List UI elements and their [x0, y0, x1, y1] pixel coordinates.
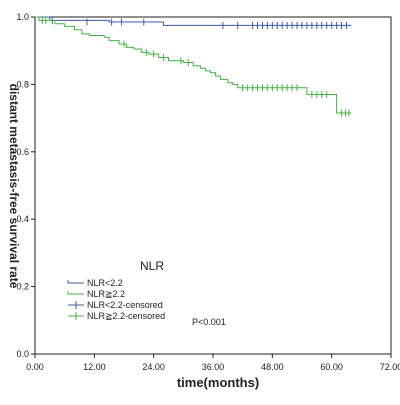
y-tick-label: 0.0 [16, 349, 29, 359]
x-tick-label: 72.00 [380, 362, 400, 372]
x-tick-label: 36.00 [202, 362, 225, 372]
legend-title: NLR [140, 259, 164, 273]
series-line-1 [35, 16, 352, 26]
x-tick-label: 24.00 [142, 362, 165, 372]
series-group [35, 16, 352, 117]
y-axis: 0.0 0.2 0.4 0.6 0.8 1.0 [16, 12, 35, 359]
y-tick-label: 0.8 [16, 79, 29, 89]
y-tick-label: 0.6 [16, 147, 29, 157]
x-tick-label: 0.00 [26, 362, 44, 372]
legend-swatch [67, 280, 84, 284]
x-tick-label: 12.00 [83, 362, 106, 372]
x-axis: 0.00 12.00 24.00 36.00 48.00 60.00 72.00 [26, 354, 400, 372]
legend-label: NLR<2.2-censored [87, 300, 163, 310]
x-tick-label: 60.00 [320, 362, 343, 372]
legend-label: NLR≧2.2-censored [87, 311, 165, 321]
y-axis-label: distant metastasis-free survival rate [7, 84, 21, 289]
legend-label: NLR≧2.2 [87, 289, 125, 299]
legend-label: NLR<2.2 [87, 278, 123, 288]
y-tick-label: 0.4 [16, 214, 29, 224]
p-value-annotation: P<0.001 [192, 317, 226, 327]
y-tick-label: 0.2 [16, 282, 29, 292]
y-tick-label: 1.0 [16, 12, 29, 22]
legend: NLR NLR<2.2NLR≧2.2NLR<2.2-censoredNLR≧2.… [67, 259, 165, 321]
x-axis-label: time(months) [177, 375, 259, 390]
x-tick-label: 48.00 [261, 362, 284, 372]
legend-swatch [67, 291, 84, 295]
